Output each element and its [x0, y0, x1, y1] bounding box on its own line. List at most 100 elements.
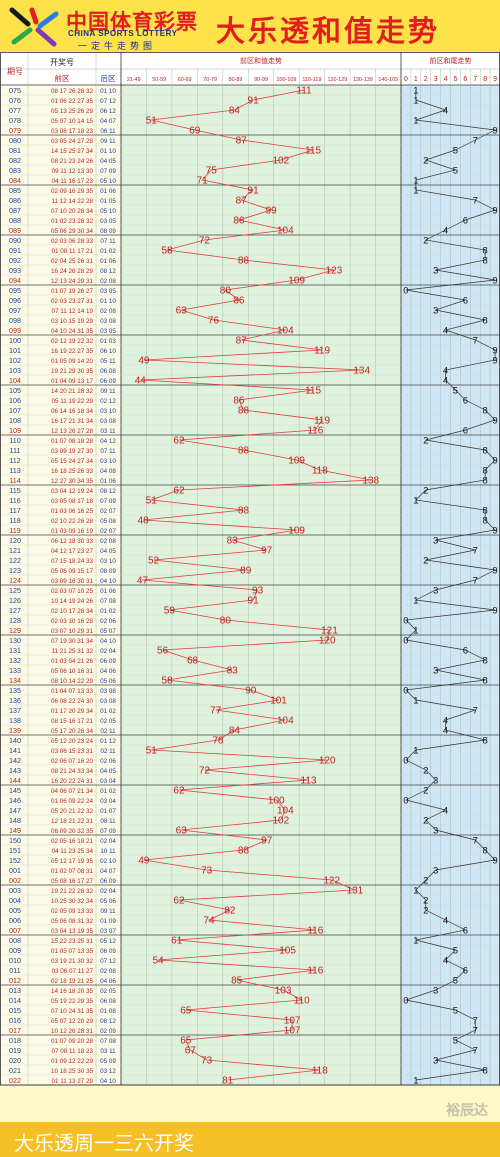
front-numbers-cell: 10 25 30 32 34	[51, 898, 94, 905]
period-cell: 146	[9, 796, 21, 805]
front-numbers-cell: 05 11 19 22 29	[51, 398, 93, 405]
period-cell: 148	[9, 816, 21, 825]
sum-value-point: 134	[353, 366, 370, 377]
back-numbers-cell: 03 08	[100, 418, 116, 425]
period-cell: 087	[9, 206, 21, 215]
sum-value-point: 104	[277, 716, 294, 727]
tail-value-point: 1	[413, 176, 418, 187]
sum-value-point: 113	[301, 776, 317, 787]
tail-value-point: 5	[453, 976, 458, 987]
sum-value-point: 87	[236, 336, 248, 347]
tail-value-point: 9	[492, 126, 497, 137]
front-numbers-cell: 05 06 10 16 31	[51, 668, 94, 675]
page-title: 大乐透和值走势	[216, 14, 441, 48]
back-numbers-cell: 01 10	[100, 148, 116, 155]
front-numbers-cell: 08 10 14 22 29	[51, 678, 94, 685]
front-numbers-cell: 06 09 20 32 35	[51, 828, 94, 835]
sum-trend-header: 前区和值走势	[240, 56, 282, 65]
back-numbers-cell: 08 12	[100, 268, 116, 275]
period-cell: 106	[9, 396, 21, 405]
sum-value-point: 110	[294, 996, 310, 1007]
period-cell: 114	[9, 476, 20, 485]
tail-value-point: 6	[463, 646, 468, 657]
back-numbers-cell: 01 09	[100, 918, 116, 925]
period-cell: 005	[9, 906, 21, 915]
front-numbers-cell: 05 06 09 15 17	[51, 568, 94, 575]
front-numbers-cell: 05 12 20 23 24	[51, 738, 94, 745]
back-numbers-cell: 06 12	[100, 108, 116, 115]
back-numbers-cell: 01 10	[100, 88, 116, 95]
period-cell: 017	[9, 1026, 21, 1035]
period-cell: 016	[9, 1016, 21, 1025]
back-numbers-cell: 07 11	[100, 448, 116, 455]
back-numbers-cell: 02 08	[100, 278, 116, 285]
back-numbers-cell: 01 02	[100, 608, 116, 615]
tail-value-point: 6	[463, 296, 468, 307]
tail-value-point: 4	[443, 106, 448, 117]
back-numbers-cell: 01 02	[100, 708, 116, 715]
front-numbers-cell: 02 03 07 10 25	[51, 588, 94, 595]
tail-value-point: 9	[492, 526, 497, 537]
front-numbers-cell: 02 10 17 28 34	[51, 608, 94, 615]
back-numbers-cell: 02 10	[100, 858, 116, 865]
sum-value-point: 47	[137, 576, 149, 587]
period-cell: 011	[9, 966, 20, 975]
back-numbers-cell: 08 11	[100, 818, 116, 825]
back-numbers-cell: 08 09	[100, 228, 116, 235]
period-cell: 123	[9, 566, 21, 575]
front-numbers-cell: 01 07 09 20 28	[51, 1038, 94, 1045]
tail-value-point: 7	[473, 1046, 478, 1057]
tail-digit-label: 0	[404, 76, 408, 83]
sum-value-point: 88	[238, 506, 250, 517]
tail-value-point: 1	[413, 886, 418, 897]
back-numbers-cell: 07 08	[100, 1038, 116, 1045]
sum-value-point: 52	[148, 556, 160, 567]
back-numbers-cell: 06 09	[100, 658, 116, 665]
back-numbers-cell: 07 09	[100, 498, 116, 505]
sum-value-point: 121	[321, 626, 338, 637]
front-numbers-cell: 16 24 26 28 29	[51, 268, 94, 275]
sum-value-point: 109	[288, 276, 305, 287]
period-cell: 121	[9, 546, 21, 555]
period-cell: 015	[9, 1006, 21, 1015]
back-numbers-cell: 02 07	[100, 508, 116, 515]
tail-value-point: 4	[443, 226, 448, 237]
period-cell: 085	[9, 186, 21, 195]
sum-value-point: 68	[187, 656, 199, 667]
period-cell: 138	[9, 716, 21, 725]
sum-value-point: 51	[146, 496, 158, 507]
back-numbers-cell: 03 08	[100, 318, 116, 325]
sum-value-point: 77	[210, 706, 222, 717]
front-numbers-cell: 15 22 23 25 31	[51, 938, 94, 945]
front-numbers-cell: 05 06 29 30 34	[51, 228, 94, 235]
sum-value-point: 93	[252, 586, 264, 597]
tail-value-point: 2	[423, 906, 428, 917]
tail-value-point: 2	[423, 556, 428, 567]
period-cell: 151	[9, 846, 21, 855]
period-cell: 006	[9, 916, 21, 925]
front-numbers-cell: 19 21 29 30 35	[51, 368, 94, 375]
tail-value-point: 2	[423, 486, 428, 497]
period-cell: 012	[9, 976, 21, 985]
period-cell: 080	[9, 136, 21, 145]
sum-value-point: 109	[288, 456, 305, 467]
back-numbers-cell: 04 10	[100, 638, 116, 645]
tail-value-point: 7	[473, 1026, 478, 1037]
front-numbers-cell: 10 14 19 24 26	[51, 598, 94, 605]
front-numbers-cell: 16 19 22 27 35	[51, 348, 94, 355]
period-cell: 002	[9, 876, 21, 885]
front-numbers-cell: 03 09 19 27 30	[51, 448, 94, 455]
back-numbers-cell: 02 11	[100, 728, 116, 735]
tail-value-point: 6	[463, 966, 468, 977]
period-cell: 082	[9, 156, 21, 165]
period-cell: 084	[9, 176, 21, 185]
period-cell: 129	[9, 626, 21, 635]
tail-value-point: 3	[433, 986, 438, 997]
tail-value-point: 8	[483, 736, 488, 747]
back-numbers-cell: 07 11	[100, 238, 116, 245]
sum-value-point: 62	[173, 786, 185, 797]
front-numbers-cell: 01 05 07 13 35	[51, 948, 94, 955]
footer-text: 大乐透周一三六开奖	[14, 1131, 194, 1155]
period-cell: 077	[9, 106, 21, 115]
back-numbers-cell: 05 08	[100, 518, 116, 525]
